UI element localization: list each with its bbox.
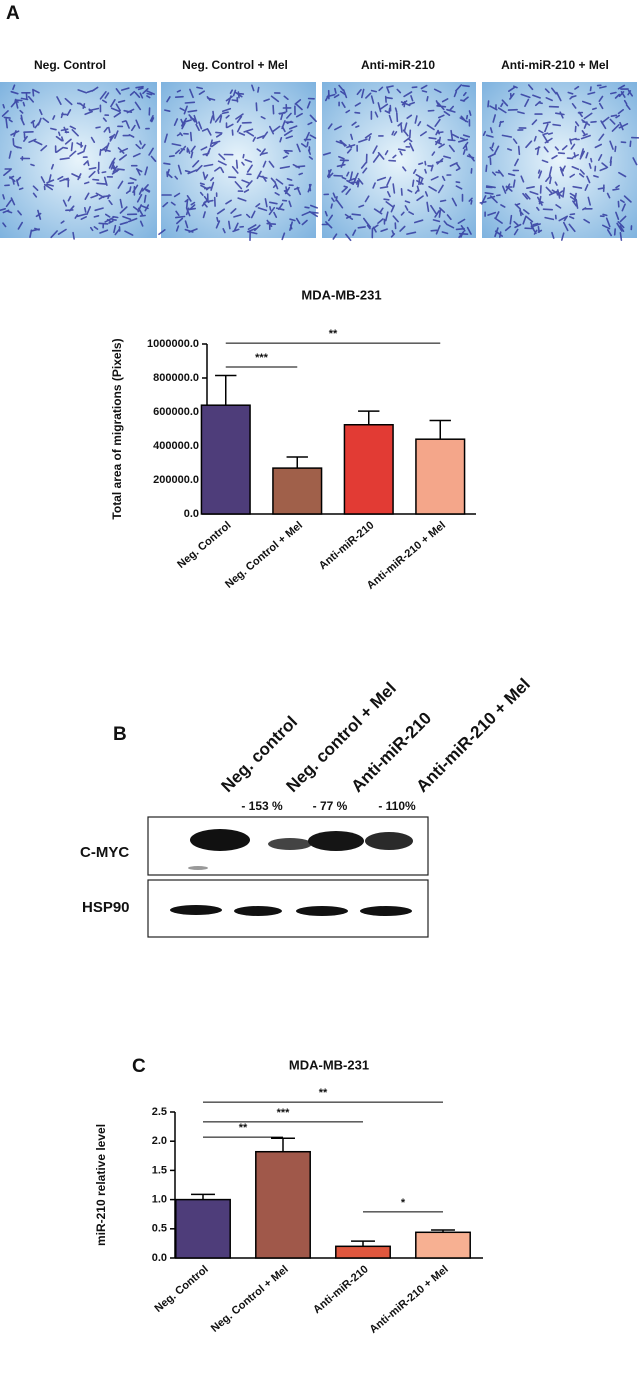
western-blot [147,816,429,938]
significance-label: ** [319,1087,328,1099]
significance-label: ** [239,1122,248,1134]
significance-label: *** [277,1107,291,1119]
bar [343,424,394,515]
x-tick-label: Anti-miR-210 + Mel [367,1263,450,1336]
condition-label: Anti-miR-210 [361,58,435,72]
y-tick-label: 600000.0 [153,406,199,418]
x-tick-label: Neg. Control + Mel [223,519,305,590]
cells [321,84,475,242]
bar [272,467,323,515]
cells [479,84,639,241]
y-tick-label: 0.5 [152,1223,167,1235]
percent-change: - 153 % [241,799,283,813]
micrograph [161,82,316,238]
y-tick-label: 400000.0 [153,440,199,452]
bar [415,1231,471,1259]
y-tick-label: 2.5 [152,1106,167,1118]
condition-label: Anti-miR-210 + Mel [501,58,609,72]
band [365,832,413,850]
y-tick-label: 1.5 [152,1164,167,1176]
x-tick-label: Neg. Control + Mel [209,1263,291,1334]
bar [175,1198,231,1259]
significance-label: *** [255,352,269,364]
lane-label: Anti-miR-210 + Mel [413,675,534,796]
x-tick-label: Neg. Control [153,1263,211,1315]
band [234,906,282,916]
band [296,906,348,916]
band [188,866,208,870]
bar [335,1245,391,1259]
y-tick-label: 1000000.0 [147,338,199,350]
bar [415,438,466,515]
x-tick-label: Neg. Control [175,519,233,571]
micrograph [482,82,637,238]
significance-label: * [401,1197,406,1209]
y-axis-label: Total area of migrations (Pixels) [110,338,124,519]
lane-label: Neg. control + Mel [283,679,400,796]
cell-strokes [158,84,319,241]
x-tick-label: Anti-miR-210 [311,1263,371,1316]
micrographs [0,82,639,242]
y-axis-label: miR-210 relative level [94,1124,108,1246]
chart-title: MDA-MB-231 [301,287,381,302]
y-tick-label: 0.0 [184,508,199,520]
panel-label: A [6,3,20,24]
y-tick-label: 200000.0 [153,474,199,486]
cells [158,84,319,241]
condition-label: Neg. Control [34,58,106,72]
cells [0,84,157,240]
protein-label: C-MYC [80,844,129,861]
band [268,838,312,850]
cell-strokes [0,84,157,240]
band [360,906,412,916]
cell-strokes [321,84,475,242]
significance-label: ** [329,328,338,340]
protein-label: HSP90 [82,899,130,916]
bar [200,404,251,515]
percent-change: - 110% [378,799,416,813]
micrograph [0,82,157,238]
panel-label: B [113,724,127,745]
band [170,905,222,915]
x-tick-label: Anti-miR-210 + Mel [365,519,448,592]
y-tick-label: 0.0 [152,1252,167,1264]
y-tick-label: 2.0 [152,1135,167,1147]
panel-label: C [132,1056,146,1077]
band [190,829,250,851]
bar [255,1150,311,1259]
percent-change: - 77 % [313,799,348,813]
cell-strokes [479,84,639,241]
y-tick-label: 800000.0 [153,372,199,384]
band [308,831,364,851]
x-tick-label: Anti-miR-210 [317,519,377,572]
chart-title: MDA-MB-231 [289,1057,369,1072]
y-tick-label: 1.0 [152,1194,167,1206]
condition-label: Neg. Control + Mel [182,58,288,72]
